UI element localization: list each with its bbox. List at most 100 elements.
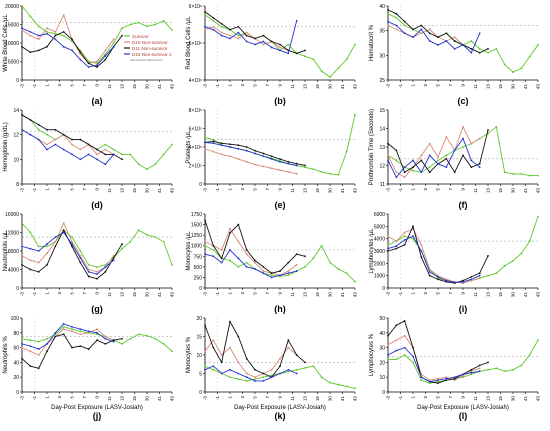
x-tick-label: 11 — [107, 84, 112, 89]
x-tick-label: 41 — [157, 84, 162, 90]
data-point — [237, 34, 240, 37]
legend-entry: D15 Non-survivor 2 — [132, 52, 172, 57]
data-point — [96, 60, 98, 63]
y-tick-label: 12000 — [5, 231, 19, 237]
data-point — [121, 337, 123, 340]
data-point — [62, 31, 65, 33]
data-point — [71, 346, 73, 349]
legend-footnote: Late Survivor Mid Survivor — [130, 58, 163, 62]
data-point — [29, 15, 32, 18]
data-point — [62, 323, 65, 325]
data-point — [387, 334, 389, 337]
data-point — [295, 52, 298, 55]
y-axis-label: Monocytes % — [186, 336, 192, 373]
series-line — [204, 26, 297, 54]
data-point — [537, 174, 539, 177]
data-point — [237, 223, 240, 226]
series-line — [387, 216, 539, 284]
data-point — [453, 281, 456, 284]
data-point — [104, 337, 107, 340]
data-point — [96, 158, 98, 161]
data-point — [287, 339, 290, 342]
y-axis-label: White Blood Cells /μL — [3, 14, 9, 72]
data-point — [204, 141, 206, 144]
x-tick-label: 43 — [170, 292, 175, 298]
data-point — [37, 25, 40, 28]
data-point — [46, 27, 48, 30]
data-point — [112, 42, 115, 44]
data-point — [46, 143, 48, 146]
data-point — [337, 173, 340, 176]
x-tick-label: 13 — [486, 188, 491, 194]
y-tick-label: 0 — [16, 390, 19, 396]
data-point — [387, 20, 389, 23]
data-point — [37, 123, 40, 126]
data-point — [478, 51, 481, 54]
series-line — [21, 14, 115, 64]
data-point — [62, 229, 65, 232]
data-point — [21, 29, 23, 31]
data-point — [62, 333, 65, 336]
data-point — [295, 368, 298, 371]
data-point — [287, 346, 290, 349]
x-tick-label: 9 — [461, 84, 466, 87]
data-point — [428, 271, 431, 273]
data-point — [420, 376, 423, 379]
y-tick-label: 20000 — [5, 4, 19, 10]
data-point — [395, 240, 398, 243]
data-point — [403, 243, 406, 246]
data-point — [37, 128, 40, 131]
data-point — [204, 147, 206, 150]
data-point — [245, 31, 248, 34]
data-point — [428, 142, 431, 145]
data-point — [254, 268, 256, 270]
data-point — [212, 25, 215, 28]
data-point — [21, 346, 23, 349]
y-tick-label: 8 — [16, 182, 19, 188]
data-point — [79, 53, 82, 55]
data-point — [437, 44, 439, 46]
data-point — [462, 374, 464, 377]
data-point — [470, 279, 473, 282]
x-tick-label: 13 — [120, 292, 125, 298]
data-point — [237, 240, 240, 243]
data-point — [279, 43, 281, 46]
panel-label: (k) — [275, 411, 286, 421]
data-point — [204, 350, 206, 353]
x-tick-label: -3 — [386, 84, 391, 89]
data-point — [270, 272, 273, 275]
data-point — [112, 340, 115, 343]
x-tick-label: 1 — [45, 84, 50, 87]
data-point — [46, 350, 48, 353]
data-point — [337, 268, 340, 270]
data-point — [220, 34, 223, 37]
y-tick-label: 13 — [379, 145, 385, 151]
data-point — [54, 143, 57, 146]
data-point — [71, 49, 73, 52]
data-point — [387, 358, 389, 361]
data-point — [412, 225, 414, 228]
data-point — [387, 24, 389, 27]
data-point — [220, 361, 223, 364]
series-line — [21, 31, 123, 68]
y-tick-label: 2×10⁵ — [189, 164, 202, 170]
data-point — [470, 371, 473, 374]
data-point — [279, 160, 281, 163]
data-point — [462, 373, 464, 376]
data-point — [79, 158, 82, 161]
x-tick-label: 15 — [132, 84, 137, 90]
data-point — [62, 45, 65, 48]
data-point — [237, 378, 240, 380]
x-tick-label: 15 — [315, 292, 320, 298]
data-point — [237, 372, 240, 375]
data-point — [212, 365, 215, 367]
data-point — [437, 162, 439, 165]
data-point — [420, 159, 423, 162]
data-point — [287, 162, 290, 165]
data-point — [62, 148, 65, 151]
x-tick-label: 11 — [473, 84, 478, 89]
data-point — [270, 167, 273, 170]
data-point — [79, 138, 82, 141]
